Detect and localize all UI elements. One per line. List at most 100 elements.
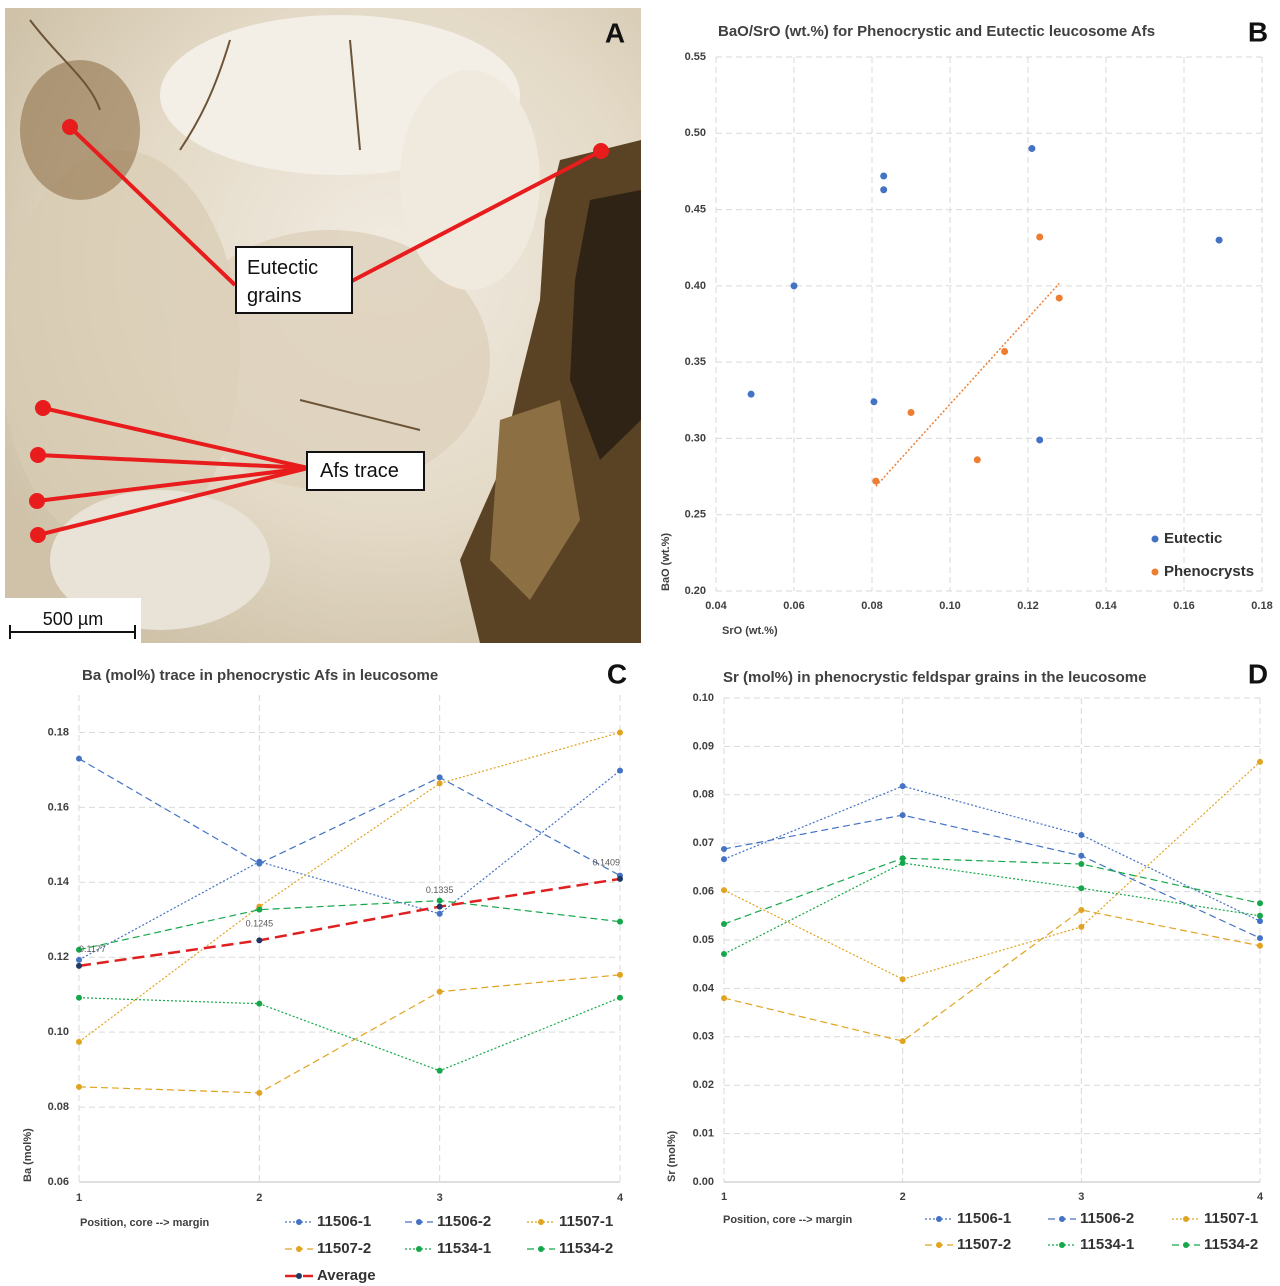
- series-marker: [1078, 832, 1084, 838]
- legend-label: 11534-1: [1080, 1236, 1134, 1253]
- panel-letter: A: [605, 17, 625, 48]
- series-marker: [1257, 759, 1263, 765]
- series-marker: [900, 783, 906, 789]
- scatter-point: [1001, 348, 1008, 355]
- legend-marker: [1183, 1242, 1189, 1248]
- legend-marker: [1059, 1216, 1065, 1222]
- scatter-point: [974, 456, 981, 463]
- series-marker: [900, 855, 906, 861]
- series-marker: [1078, 861, 1084, 867]
- pointer-dot: [32, 529, 44, 541]
- y-tick-label: 0.05: [693, 934, 714, 946]
- legend-label: Eutectic: [1164, 530, 1222, 547]
- scatter-point: [908, 409, 915, 416]
- scatter-point: [1216, 237, 1223, 244]
- series-marker: [617, 995, 623, 1001]
- x-tick-label: 0.06: [783, 600, 804, 612]
- x-tick-label: 4: [617, 1192, 624, 1204]
- panel-letter: D: [1248, 658, 1268, 689]
- y-tick-label: 0.09: [693, 740, 714, 752]
- series-marker: [721, 921, 727, 927]
- legend-label: 11506-2: [1080, 1210, 1134, 1227]
- series-marker: [76, 756, 82, 762]
- series-marker: [256, 1001, 262, 1007]
- pointer-dot: [64, 121, 76, 133]
- series-marker: [617, 768, 623, 774]
- x-tick-label: 3: [437, 1192, 443, 1204]
- y-tick-label: 0.08: [48, 1101, 69, 1113]
- legend-label: 11534-1: [437, 1240, 491, 1257]
- x-tick-label: 3: [1078, 1191, 1084, 1203]
- series-marker: [437, 780, 443, 786]
- legend-marker: [296, 1219, 302, 1225]
- series-marker: [76, 995, 82, 1001]
- series-marker: [1078, 924, 1084, 930]
- scatter-point: [748, 391, 755, 398]
- legend-label: 11534-2: [559, 1240, 613, 1257]
- panel-letter: C: [607, 658, 627, 689]
- series-marker: [76, 963, 82, 969]
- legend-label: 11506-1: [957, 1210, 1011, 1227]
- y-tick-label: 0.25: [685, 509, 706, 521]
- series-marker: [1257, 913, 1263, 919]
- series-line: [79, 901, 620, 950]
- series-marker: [256, 937, 262, 943]
- series-marker: [1257, 943, 1263, 949]
- series-marker: [721, 856, 727, 862]
- scatter-point: [870, 398, 877, 405]
- y-tick-label: 0.20: [685, 585, 706, 597]
- series-marker: [721, 995, 727, 1001]
- legend-marker: [538, 1246, 544, 1252]
- x-tick-label: 0.08: [861, 600, 882, 612]
- series-marker: [721, 887, 727, 893]
- x-axis-title: SrO (wt.%): [722, 625, 778, 637]
- pointer-dot: [31, 495, 43, 507]
- series-marker: [76, 957, 82, 963]
- series-marker: [437, 989, 443, 995]
- series-marker: [76, 1084, 82, 1090]
- y-tick-label: 0.07: [693, 837, 714, 849]
- series-marker: [900, 1038, 906, 1044]
- series-marker: [437, 774, 443, 780]
- legend-label: 11506-1: [317, 1213, 371, 1230]
- legend-label: 11507-1: [559, 1213, 613, 1230]
- scatter-point: [872, 478, 879, 485]
- x-tick-label: 0.14: [1095, 600, 1117, 612]
- annotation-box: Afs trace: [306, 451, 425, 491]
- x-tick-label: 1: [721, 1191, 727, 1203]
- x-tick-label: 4: [1257, 1191, 1264, 1203]
- series-marker: [900, 976, 906, 982]
- x-tick-label: 1: [76, 1192, 82, 1204]
- y-tick-label: 0.06: [48, 1176, 69, 1188]
- data-label: 0.1335: [426, 885, 454, 895]
- pointer-dot: [37, 402, 49, 414]
- legend-marker: [1059, 1242, 1065, 1248]
- y-tick-label: 0.12: [48, 951, 69, 963]
- legend-label: 11534-2: [1204, 1236, 1258, 1253]
- legend-marker: [936, 1242, 942, 1248]
- y-axis-title: Sr (mol%): [666, 1130, 678, 1182]
- y-tick-label: 0.03: [693, 1031, 714, 1043]
- legend-marker: [538, 1219, 544, 1225]
- annotation-box: Eutectic grains: [235, 246, 353, 314]
- y-tick-label: 0.40: [685, 280, 706, 292]
- y-tick-label: 0.14: [48, 876, 70, 888]
- series-marker: [617, 972, 623, 978]
- y-tick-label: 0.01: [693, 1128, 714, 1140]
- legend-marker: [416, 1219, 422, 1225]
- y-axis-title: BaO (wt.%): [660, 533, 672, 591]
- series-marker: [617, 919, 623, 925]
- panel-letter: B: [1248, 16, 1268, 47]
- y-tick-label: 0.35: [685, 356, 706, 368]
- data-label: 0.1245: [246, 919, 274, 929]
- scatter-point: [791, 282, 798, 289]
- series-marker: [1078, 885, 1084, 891]
- y-tick-label: 0.55: [685, 51, 706, 63]
- series-marker: [437, 904, 443, 910]
- legend-label: 11506-2: [437, 1213, 491, 1230]
- series-line: [79, 732, 620, 1041]
- y-tick-label: 0.30: [685, 432, 706, 444]
- x-tick-label: 0.10: [939, 600, 960, 612]
- chart-title: BaO/SrO (wt.%) for Phenocrystic and Eute…: [718, 23, 1155, 40]
- scatter-point: [880, 186, 887, 193]
